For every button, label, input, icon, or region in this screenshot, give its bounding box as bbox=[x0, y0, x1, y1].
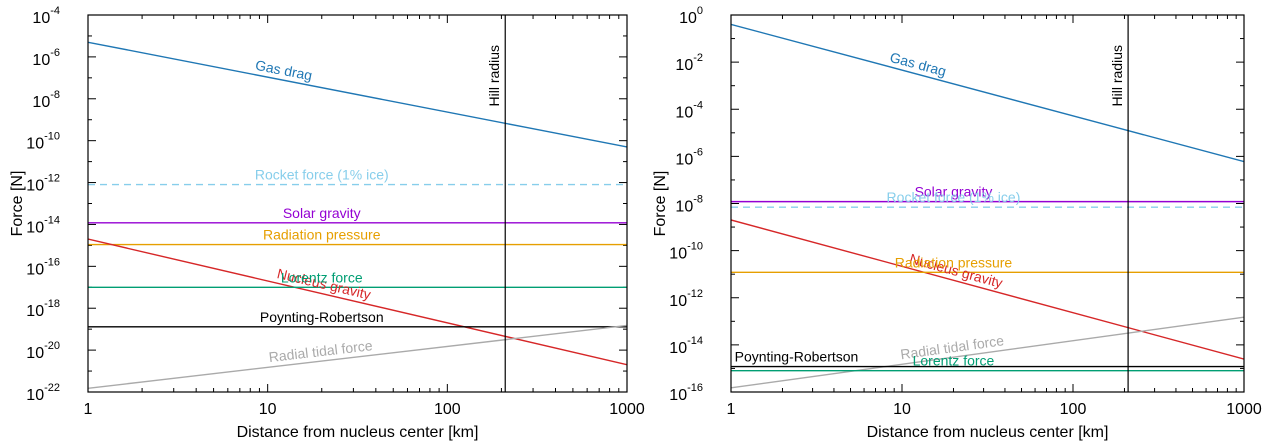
chart-left: 1 10 100 1000 10-4 10-6 10-8 10-10 10-12 10-14 10-… bbox=[9, 5, 645, 441]
series-line-gas-drag bbox=[731, 23, 1244, 163]
series-label-gas-drag: Gas drag bbox=[254, 57, 314, 84]
series-line-nucleus-gravity bbox=[731, 219, 1244, 360]
y-tick-label: 10-4 bbox=[32, 5, 60, 27]
series-lines bbox=[731, 23, 1244, 389]
series-label-solar-gravity: Solar gravity bbox=[283, 205, 361, 221]
y-axis-label: Force [N] bbox=[9, 171, 26, 237]
y-tick-label: 10-18 bbox=[26, 298, 60, 320]
series-label-lorentz-force: Lorentz force bbox=[281, 269, 363, 285]
y-tick-label: 10-20 bbox=[26, 340, 60, 362]
series-label-radiation-pressure: Radiation pressure bbox=[895, 254, 1013, 270]
y-axis-label: Force [N] bbox=[652, 171, 669, 237]
series-line-radial-tidal-force bbox=[731, 316, 1244, 389]
series-label-solar-gravity: Solar gravity bbox=[915, 184, 993, 200]
y-tick-label: 10-16 bbox=[669, 382, 703, 404]
axis-ticks bbox=[87, 14, 627, 393]
x-tick-label: 1000 bbox=[1226, 401, 1262, 418]
y-tick-label: 10-6 bbox=[675, 146, 703, 168]
y-tick-label: 10-2 bbox=[675, 52, 703, 74]
series-line-gas-drag bbox=[88, 41, 627, 148]
hill-radius-label: Hill radius bbox=[1109, 45, 1125, 106]
x-tick-label: 100 bbox=[1060, 401, 1087, 418]
series-lines bbox=[88, 41, 627, 390]
series-label-poynting-robertson: Poynting-Robertson bbox=[260, 309, 384, 325]
y-tick-label: 10-12 bbox=[26, 173, 60, 195]
y-tick-label: 10-10 bbox=[669, 241, 703, 263]
x-axis-label: Distance from nucleus center [km] bbox=[867, 424, 1109, 441]
hill-radius-label: Hill radius bbox=[486, 45, 502, 106]
y-tick-label: 10-14 bbox=[26, 214, 60, 236]
y-tick-label: 10-8 bbox=[675, 194, 703, 216]
plot-frame bbox=[730, 14, 1245, 393]
series-label-lorentz-force: Lorentz force bbox=[913, 353, 995, 369]
y-tick-label: 10-10 bbox=[26, 131, 60, 153]
x-tick-label: 10 bbox=[259, 401, 277, 418]
y-tick-label: 10-4 bbox=[675, 99, 703, 121]
y-tick-label: 10-16 bbox=[26, 256, 60, 278]
y-tick-label: 10-14 bbox=[669, 335, 703, 357]
x-tick-label: 10 bbox=[893, 401, 911, 418]
axis-ticks bbox=[730, 14, 1244, 393]
series-label-poynting-robertson: Poynting-Robertson bbox=[735, 349, 859, 365]
chart-right: 1 10 100 1000 100 10-2 10-4 10-6 10-8 10-10 10-12 1… bbox=[652, 5, 1262, 441]
x-axis-label: Distance from nucleus center [km] bbox=[237, 424, 479, 441]
series-label-rocket-force-1-ice: Rocket force (1% ice) bbox=[887, 189, 1021, 205]
plot-frame bbox=[87, 14, 628, 393]
series-label-radiation-pressure: Radiation pressure bbox=[263, 227, 381, 243]
y-tick-label: 10-22 bbox=[26, 382, 60, 404]
y-tick-label: 10-12 bbox=[669, 288, 703, 310]
y-tick-label: 10-8 bbox=[32, 89, 60, 111]
series-line-radial-tidal-force bbox=[88, 324, 627, 390]
x-tick-label: 1000 bbox=[609, 401, 645, 418]
y-tick-label: 100 bbox=[679, 5, 703, 27]
y-tick-label: 10-6 bbox=[32, 47, 60, 69]
series-line-nucleus-gravity bbox=[88, 238, 627, 366]
series-label-rocket-force-1-ice: Rocket force (1% ice) bbox=[255, 167, 389, 183]
x-tick-label: 1 bbox=[84, 401, 93, 418]
x-tick-label: 100 bbox=[434, 401, 461, 418]
x-tick-label: 1 bbox=[727, 401, 736, 418]
